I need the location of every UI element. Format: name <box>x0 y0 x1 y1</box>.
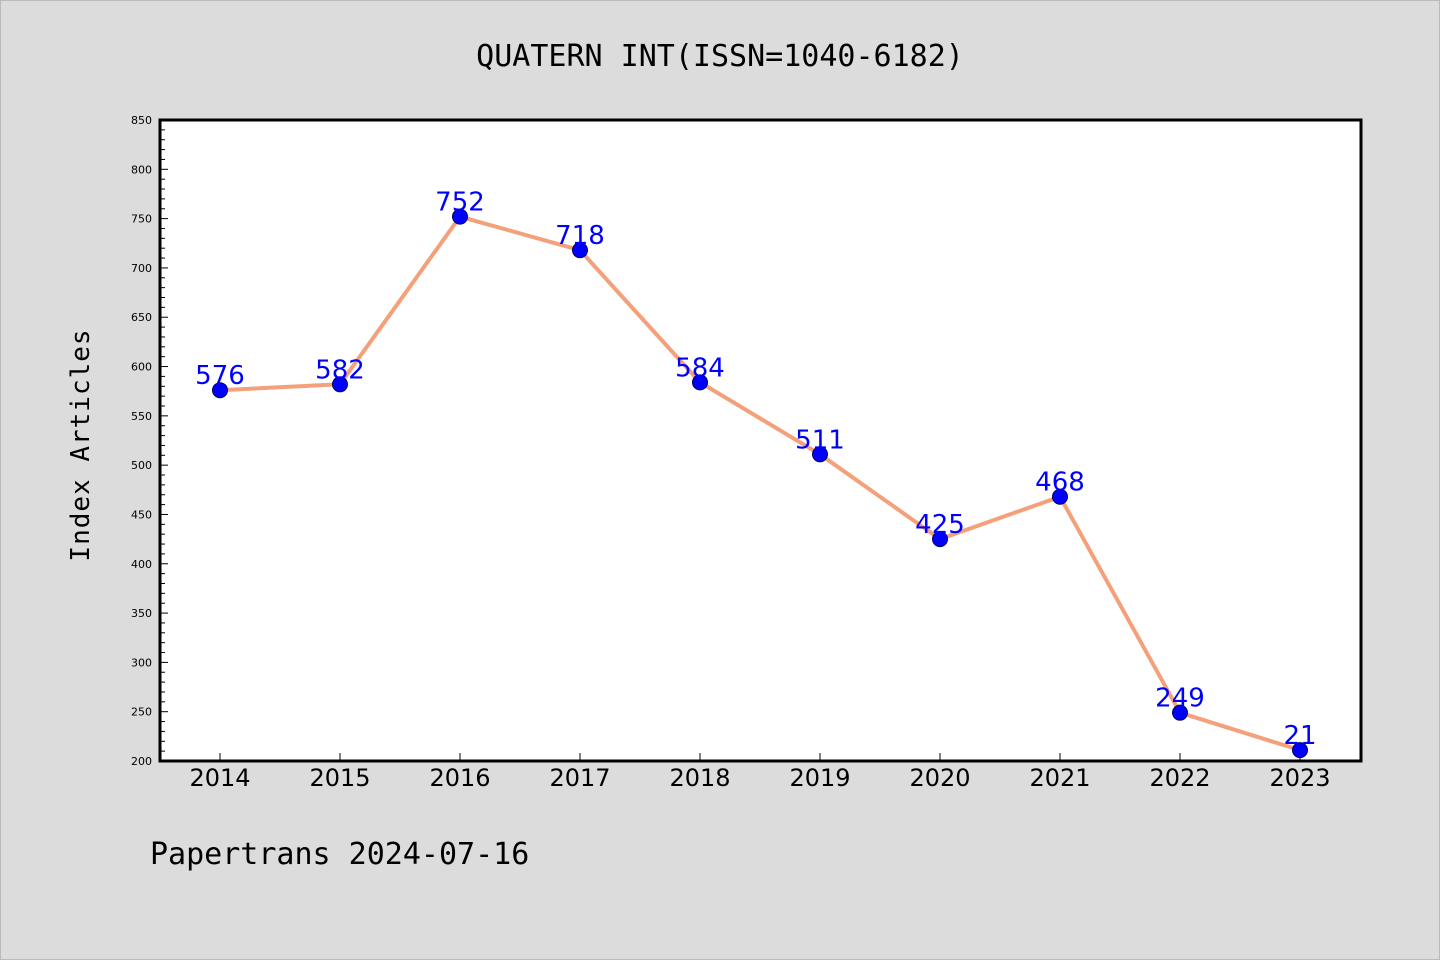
data-label: 582 <box>315 355 365 385</box>
data-point <box>1052 488 1068 505</box>
data-point <box>572 242 588 259</box>
y-tick-label: 800 <box>131 163 152 176</box>
data-labels: 576 582 752 718 584 511 425 468 249 21 <box>195 188 1316 752</box>
y-tick-label: 350 <box>131 607 152 620</box>
data-point <box>1172 704 1188 721</box>
data-label: 584 <box>675 353 725 383</box>
y-tick-label: 550 <box>131 410 152 423</box>
x-tick-label: 2014 <box>189 764 250 792</box>
data-point <box>212 382 228 399</box>
series-polyline <box>218 214 1302 753</box>
data-label: 576 <box>195 361 245 391</box>
x-tick-label: 2015 <box>309 764 370 792</box>
data-point <box>1292 742 1308 759</box>
data-point <box>932 531 948 548</box>
data-label: 511 <box>795 425 845 455</box>
data-point <box>332 376 348 393</box>
y-axis: 200 250 300 350 400 450 500 550 600 650 700 750 800 8… <box>131 114 168 768</box>
data-label: 718 <box>555 221 605 251</box>
x-tick-label: 2020 <box>909 764 970 792</box>
x-tick-label: 2022 <box>1149 764 1210 792</box>
y-tick-label: 850 <box>131 114 152 127</box>
data-label: 249 <box>1155 684 1205 714</box>
y-tick-label: 400 <box>131 558 152 571</box>
x-tick-label: 2023 <box>1269 764 1330 792</box>
data-point <box>692 374 708 391</box>
x-axis: 2014 2015 2016 2017 2018 2019 2020 2021 2022 2023 <box>189 753 1331 792</box>
y-tick-label: 300 <box>131 656 152 669</box>
x-tick-label: 2018 <box>669 764 730 792</box>
x-tick-label: 2021 <box>1029 764 1090 792</box>
footer-text: Papertrans 2024-07-16 <box>150 837 529 872</box>
data-point <box>452 208 468 225</box>
y-tick-label: 500 <box>131 459 152 472</box>
x-tick-label: 2019 <box>789 764 850 792</box>
y-tick-label: 250 <box>131 706 152 719</box>
x-tick-label: 2016 <box>429 764 490 792</box>
data-label: 21 <box>1283 721 1316 751</box>
y-tick-label: 200 <box>131 755 152 768</box>
x-tick-label: 2017 <box>549 764 610 792</box>
plot-area <box>158 118 1363 763</box>
data-label: 752 <box>435 188 485 218</box>
y-tick-label: 600 <box>131 361 152 374</box>
chart-title: QUATERN INT(ISSN=1040-6182) <box>476 39 964 74</box>
y-tick-label: 700 <box>131 262 152 275</box>
series-line <box>218 214 1302 753</box>
y-tick-label: 650 <box>131 311 152 324</box>
data-point <box>812 446 828 463</box>
y-axis-label: Index Articles <box>66 328 96 561</box>
data-label: 468 <box>1035 468 1085 498</box>
y-tick-label: 750 <box>131 213 152 226</box>
y-tick-label: 450 <box>131 508 152 521</box>
series-points <box>212 208 1308 759</box>
data-label: 425 <box>915 510 965 540</box>
